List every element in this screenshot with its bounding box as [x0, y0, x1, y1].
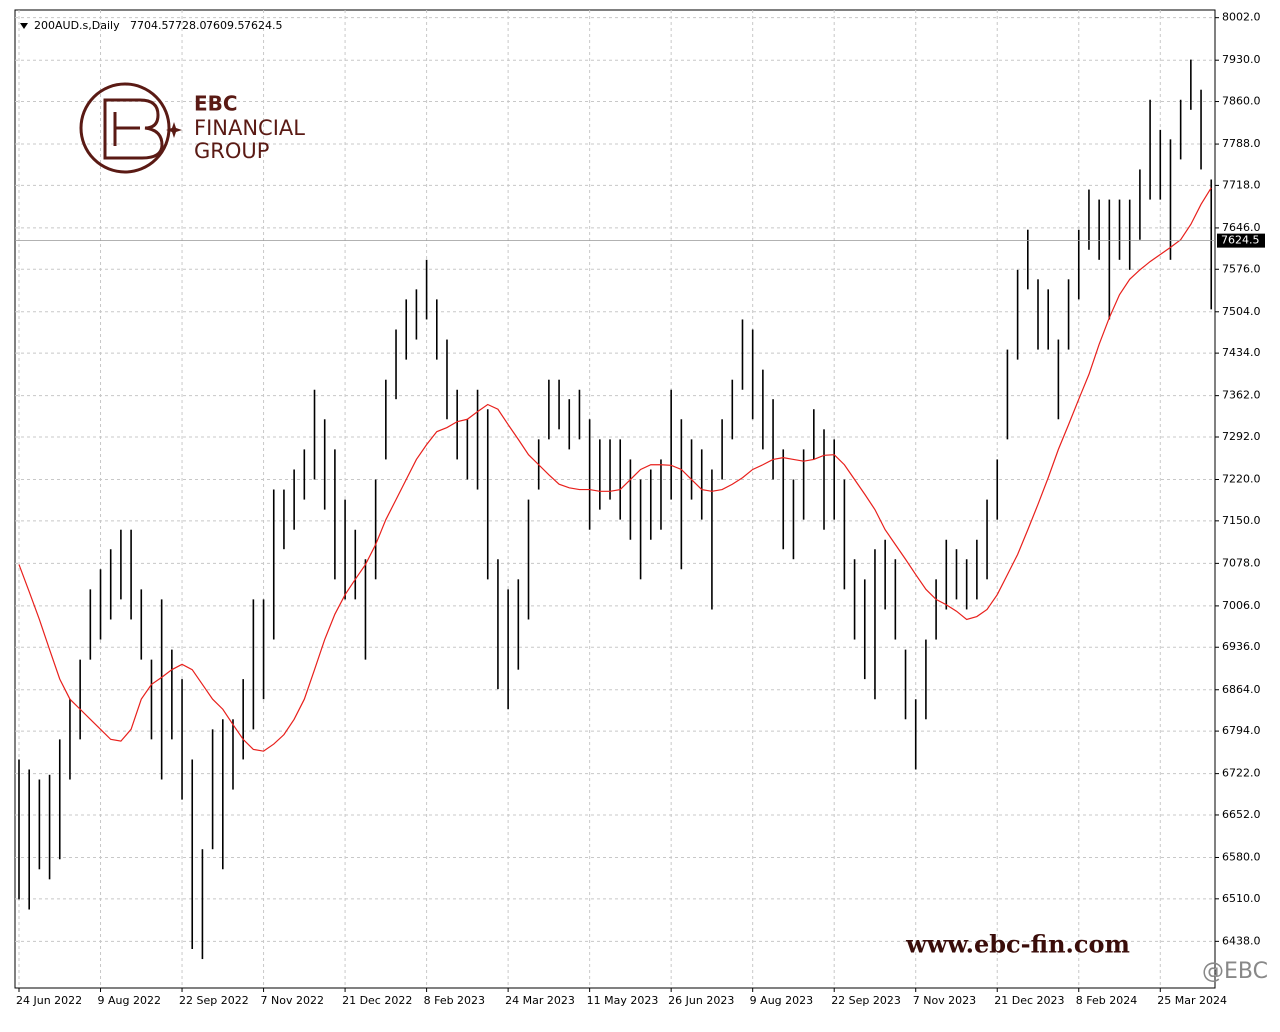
- y-tick-label: 8002.0: [1222, 11, 1261, 24]
- logo-star: [166, 122, 182, 138]
- moving-average: [18, 187, 1212, 752]
- logo-mark: [103, 98, 164, 160]
- logo-text: EBC: [194, 92, 238, 116]
- plot-frame: [14, 9, 1216, 989]
- y-tick-label: 6580.0: [1222, 850, 1261, 863]
- ohlc-low: 7609.5: [206, 19, 245, 32]
- x-tick-label: 9 Aug 2023: [750, 994, 813, 1007]
- x-tick-label: 24 Mar 2023: [505, 994, 575, 1007]
- y-tick-label: 7150.0: [1222, 514, 1261, 527]
- y-tick-label: 6652.0: [1222, 808, 1261, 821]
- y-tick-label: 6794.0: [1222, 724, 1261, 737]
- x-tick-label: 21 Dec 2022: [342, 994, 412, 1007]
- y-tick-label: 7930.0: [1222, 53, 1261, 66]
- y-tick-label: 7292.0: [1222, 430, 1261, 443]
- logo-text: FINANCIAL: [194, 116, 305, 140]
- ohlc-high: 7728.0: [168, 19, 207, 32]
- x-tick-label: 22 Sep 2022: [179, 994, 249, 1007]
- logo-text: GROUP: [194, 139, 269, 163]
- last-price-box: [1217, 233, 1265, 248]
- watermark: www.ebc-fin.com: [905, 930, 1130, 959]
- marks: [18, 59, 1213, 960]
- ohlc-open: 7704.5: [130, 19, 169, 32]
- x-tick-label: 9 Aug 2022: [98, 994, 161, 1007]
- x-tick-label: 7 Nov 2022: [261, 994, 324, 1007]
- x-tick-label: 11 May 2023: [587, 994, 659, 1007]
- y-tick-label: 6510.0: [1222, 892, 1261, 905]
- y-tick-label: 6864.0: [1222, 683, 1261, 696]
- logo: EBC FINANCIAL GROUP: [79, 82, 305, 174]
- x-tick-label: 21 Dec 2023: [994, 994, 1064, 1007]
- x-tick-label: 8 Feb 2023: [424, 994, 485, 1007]
- y-tick-label: 6438.0: [1222, 934, 1261, 947]
- y-tick-label: 7006.0: [1222, 599, 1261, 612]
- y-tick-label: 7220.0: [1222, 473, 1261, 486]
- x-tick-label: 7 Nov 2023: [913, 994, 976, 1007]
- logo-ring: [79, 82, 171, 174]
- y-tick-label: 7576.0: [1222, 262, 1261, 275]
- last-price-label: 7624.5: [1221, 234, 1260, 247]
- y-tick-label: 7504.0: [1222, 305, 1261, 318]
- y-tick-label: 7788.0: [1222, 137, 1261, 150]
- symbol: 200AUD.s,Daily: [34, 19, 120, 32]
- x-tick-label: 22 Sep 2023: [831, 994, 901, 1007]
- y-tick-label: 7078.0: [1222, 556, 1261, 569]
- y-tick-label: 7646.0: [1222, 221, 1261, 234]
- y-tick-label: 7434.0: [1222, 346, 1261, 359]
- x-tick-label: 8 Feb 2024: [1076, 994, 1137, 1007]
- handle: @EBC: [1202, 959, 1268, 984]
- y-tick-label: 6936.0: [1222, 640, 1261, 653]
- ohlc-close: 7624.5: [244, 19, 283, 32]
- y-tick-label: 7362.0: [1222, 389, 1261, 402]
- x-tick-label: 26 Jun 2023: [668, 994, 734, 1007]
- y-tick-label: 6722.0: [1222, 767, 1261, 780]
- y-tick-label: 7860.0: [1222, 95, 1261, 108]
- menu-arrow: [20, 23, 28, 29]
- x-tick-label: 24 Jun 2022: [16, 994, 82, 1007]
- grid: [15, 10, 1215, 988]
- y-tick-label: 7718.0: [1222, 178, 1261, 191]
- x-tick-label: 25 Mar 2024: [1157, 994, 1227, 1007]
